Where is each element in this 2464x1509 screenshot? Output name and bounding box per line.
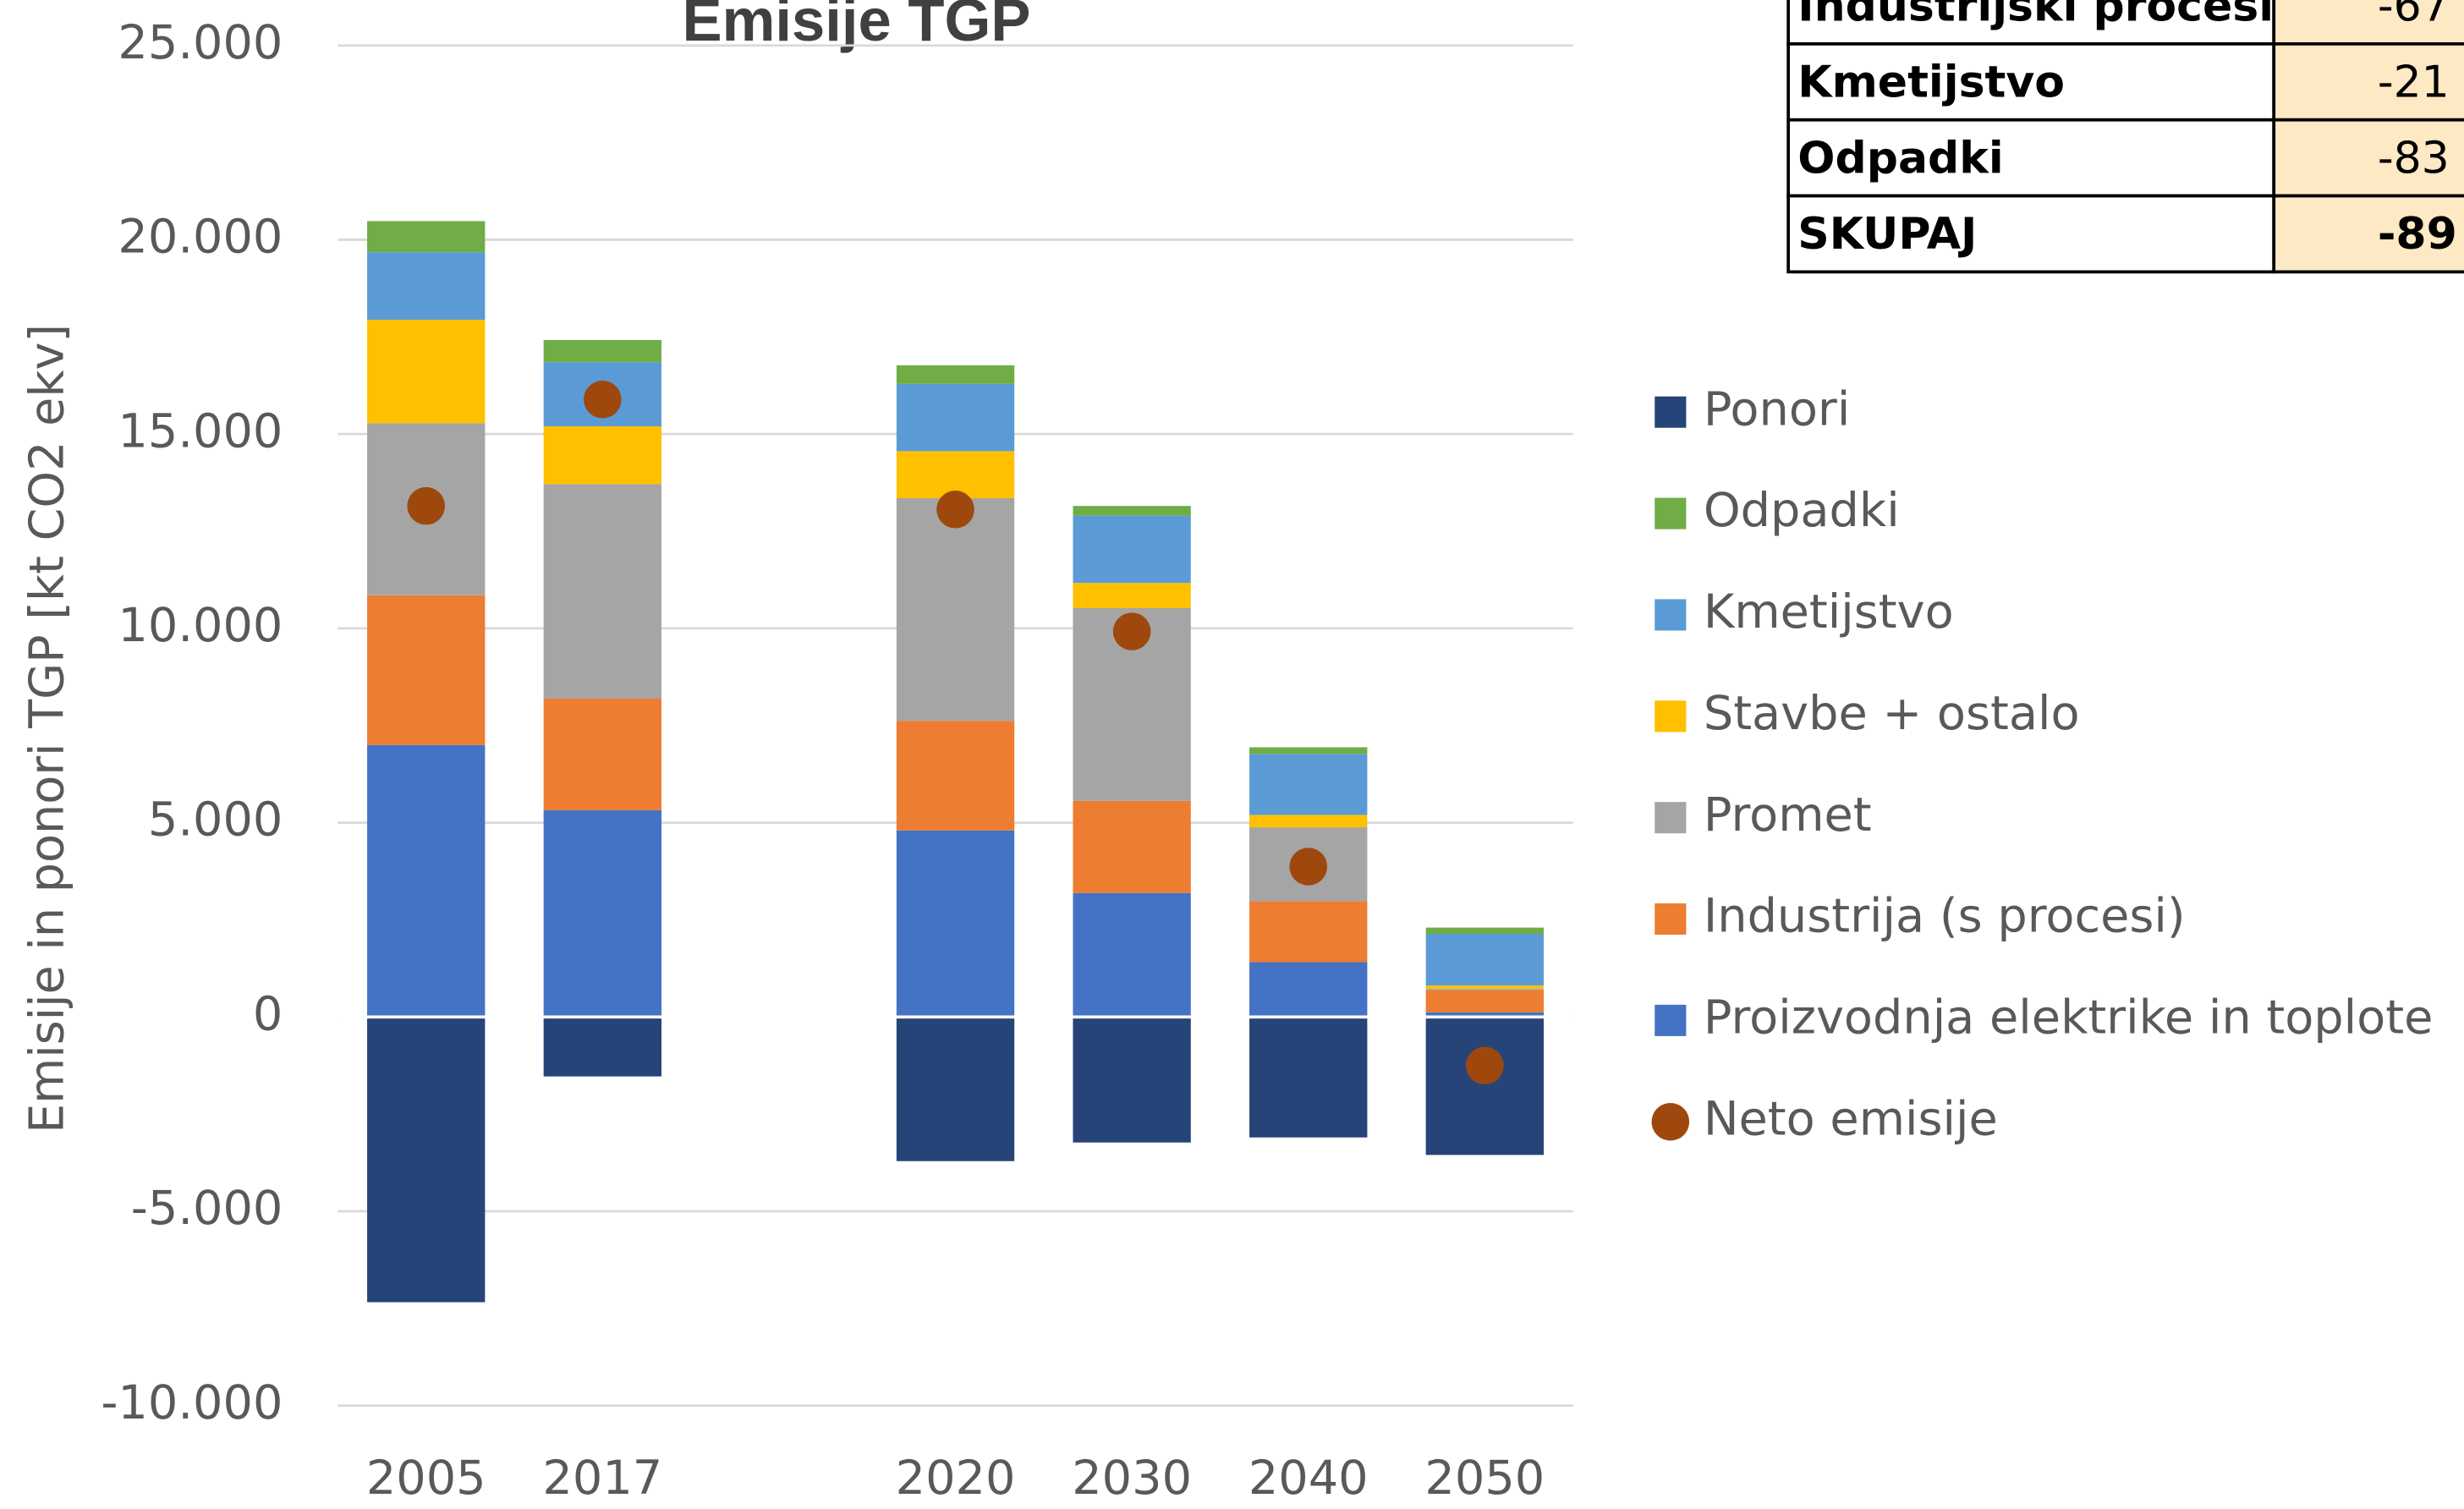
legend-label: Promet — [1704, 787, 1872, 842]
bar-segment — [367, 252, 486, 321]
bar-segment — [896, 1017, 1015, 1161]
table-value: -67 — [2378, 0, 2450, 32]
table-cell — [1786, 0, 2276, 46]
table-cell — [2272, 0, 2464, 46]
bar-segment — [1073, 515, 1191, 584]
bar-segment — [896, 365, 1015, 384]
legend-swatch — [1655, 802, 1687, 834]
legend-swatch — [1655, 396, 1687, 428]
x-tick-label: 2017 — [542, 1451, 662, 1506]
table-value: -83 — [2378, 133, 2450, 184]
bar-segment — [367, 221, 486, 253]
bar-segment — [1249, 815, 1368, 828]
bar-segment — [1073, 1017, 1191, 1143]
table-label: Odpadki — [1797, 133, 2003, 184]
net-point — [1466, 1046, 1504, 1084]
bar-segment — [896, 830, 1015, 1018]
bar-segment — [1073, 583, 1191, 608]
bar-segment — [367, 595, 486, 745]
y-tick-label: 0 — [253, 986, 283, 1041]
bar-segment — [896, 721, 1015, 831]
bar-segment — [367, 320, 486, 424]
table: Industrijski procesi -67 Kmetijstvo -21 Odpa… — [1786, 0, 2464, 274]
bar-segment — [367, 744, 486, 1018]
bar-segment — [1249, 962, 1368, 1018]
net-point — [936, 491, 974, 529]
y-tick-label: -10.000 — [101, 1375, 283, 1430]
bar-segment — [1425, 933, 1545, 986]
y-tick-label: 20.000 — [118, 210, 283, 265]
x-tick-label: 2040 — [1248, 1451, 1369, 1506]
table-label: Kmetijstvo — [1797, 58, 2065, 108]
bar-segment — [1425, 990, 1545, 1012]
net-point — [1289, 848, 1328, 886]
legend-swatch — [1655, 599, 1687, 631]
legend-label: Kmetijstvo — [1704, 584, 1954, 639]
legend-label: Odpadki — [1704, 483, 1900, 538]
net-point — [407, 486, 446, 525]
x-tick-label: 2005 — [366, 1451, 486, 1506]
legend-swatch — [1655, 1004, 1687, 1036]
bar-segment — [543, 699, 661, 810]
bar-segment — [1425, 927, 1545, 934]
table-cell — [2272, 118, 2464, 198]
net-point — [1112, 612, 1151, 650]
table-cell — [2272, 42, 2464, 122]
legend-label: Ponori — [1704, 381, 1851, 436]
y-tick-label: 25.000 — [118, 15, 283, 70]
legend-swatch — [1655, 497, 1687, 530]
table-cell — [1786, 42, 2276, 122]
bar-segment — [1073, 506, 1191, 516]
y-tick-label: -5.000 — [131, 1181, 283, 1236]
y-tick-label: 5.000 — [148, 793, 283, 848]
bar-segment — [543, 484, 661, 700]
bar-segment — [896, 383, 1015, 452]
table-label: Industrijski procesi — [1797, 0, 2274, 32]
bar-segment — [1249, 747, 1368, 754]
bar-segment — [1249, 754, 1368, 815]
legend-swatch — [1651, 1103, 1690, 1141]
bar-segment — [896, 497, 1015, 722]
bar-segment — [1425, 1012, 1545, 1018]
x-tick-label: 2050 — [1424, 1451, 1545, 1506]
bar-segment — [1425, 988, 1545, 990]
legend-label: Neto emisije — [1704, 1091, 1998, 1146]
bar-segment — [1073, 892, 1191, 1018]
table-value: -21 — [2378, 58, 2450, 108]
table-value: -89 — [2378, 209, 2457, 260]
bar-segment — [1249, 901, 1368, 963]
bar-segment — [367, 1017, 486, 1303]
legend-label: Industrija (s procesi) — [1704, 889, 2186, 944]
bar-segment — [543, 1017, 661, 1077]
legend-label: Proizvodnja elektrike in toplote — [1704, 990, 2434, 1045]
table-label: SKUPAJ — [1797, 209, 1977, 260]
y-tick-label: 10.000 — [118, 598, 283, 653]
legend-swatch — [1655, 903, 1687, 936]
legend-label: Stavbe + ostalo — [1704, 686, 2080, 741]
bar-segment — [1425, 985, 1545, 989]
bar-segment — [1073, 800, 1191, 893]
y-axis-label: Emisije in ponori TGP [kt CO2 ekv] — [20, 324, 75, 1133]
x-tick-label: 2030 — [1072, 1451, 1192, 1506]
bar-segment — [543, 809, 661, 1018]
bar-segment — [1425, 1017, 1545, 1155]
x-tick-label: 2020 — [896, 1451, 1016, 1506]
bar-segment — [896, 451, 1015, 498]
table-cell — [2272, 194, 2464, 274]
bar-segment — [543, 339, 661, 363]
y-tick-label: 15.000 — [118, 403, 283, 458]
net-point — [584, 381, 622, 419]
bar-segment — [1249, 1017, 1368, 1138]
bar-segment — [543, 425, 661, 485]
legend-swatch — [1655, 700, 1687, 733]
table-cell — [1786, 194, 2276, 274]
